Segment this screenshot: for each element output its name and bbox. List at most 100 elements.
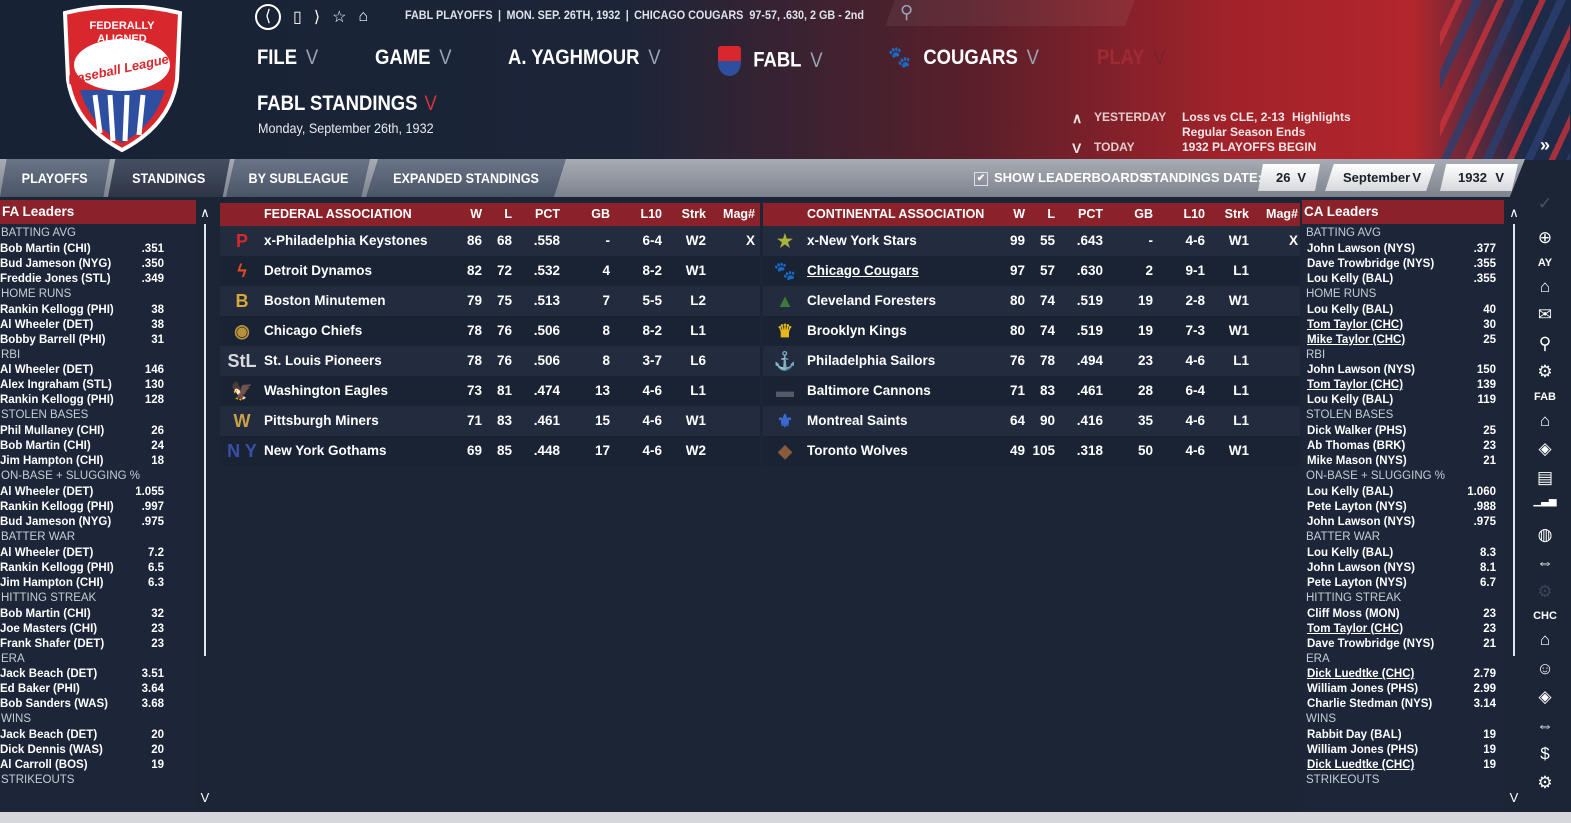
leader-row[interactable]: Tom Taylor (CHC) 30 — [1305, 318, 1496, 333]
table-row[interactable]: ▲ Cleveland Foresters 80 74 .519 19 2-8 W1 — [763, 286, 1300, 316]
table-row[interactable]: ⚜ Montreal Saints 64 90 .416 35 4-6 L1 — [763, 406, 1300, 436]
up-arrow-icon[interactable]: ∧ — [1072, 110, 1083, 126]
team-name[interactable]: Baltimore Cannons — [807, 383, 931, 398]
team-name[interactable]: St. Louis Pioneers — [264, 353, 382, 368]
leader-row[interactable]: Dick Luedtke (CHC) 2.79 — [1305, 667, 1496, 682]
column-header-l[interactable]: L — [504, 207, 512, 221]
home-icon[interactable]: ⌂ — [1539, 410, 1551, 430]
team-name[interactable]: Washington Eagles — [264, 383, 389, 398]
page-title[interactable]: FABL STANDINGS V — [257, 92, 437, 116]
menu-team[interactable]: 🐾 COUGARS V — [888, 46, 1039, 70]
leader-row[interactable]: Dick Luedtke (CHC) 19 — [1305, 758, 1496, 773]
forward-icon[interactable]: ⟩ — [313, 9, 321, 26]
gear-icon[interactable]: ⚙ — [1537, 581, 1553, 601]
team-name[interactable]: Philadelphia Sailors — [807, 353, 936, 368]
globe-icon[interactable]: ⊕ — [1537, 228, 1553, 247]
team-name[interactable]: Brooklyn Kings — [807, 323, 907, 338]
column-header-l10[interactable]: L10 — [640, 207, 662, 221]
gear-icon[interactable]: ⚙ — [1537, 362, 1553, 381]
table-row[interactable]: N Y New York Gothams 69 85 .448 17 4-6 W2 — [220, 436, 760, 466]
team-name[interactable]: New York Gothams — [264, 443, 387, 458]
menu-manager[interactable]: A. YAGHMOUR V — [508, 46, 661, 70]
column-header-w[interactable]: W — [1013, 207, 1025, 221]
menu-league[interactable]: FABL V — [718, 46, 823, 76]
check-icon[interactable]: ✓ — [1537, 194, 1553, 213]
scrollbar-thumb[interactable] — [204, 224, 206, 656]
year-select[interactable]: 1932 V — [1440, 164, 1518, 191]
table-row[interactable]: ϟ Detroit Dynamos 82 72 .532 4 8-2 W1 — [220, 256, 760, 286]
leader-row[interactable]: Phil Mullaney (CHI) 26 — [0, 424, 164, 439]
leader-row[interactable]: Rankin Kellogg (PHI) 38 — [0, 303, 164, 318]
player-name[interactable]: Dick Luedtke (CHC) — [1307, 668, 1415, 681]
leader-row[interactable]: Bob Martin (CHI) 32 — [0, 607, 164, 622]
team-name[interactable]: Toronto Wolves — [807, 443, 908, 458]
leader-row[interactable]: Dick Walker (PHS) 25 — [1305, 424, 1496, 439]
leader-row[interactable]: Rankin Kellogg (PHI) 128 — [0, 393, 164, 408]
column-header-gb[interactable]: GB — [1134, 207, 1153, 221]
tab-standings[interactable]: STANDINGS — [108, 159, 230, 197]
search-input[interactable] — [885, 0, 1135, 26]
leader-row[interactable]: Bob Sanders (WAS) 3.68 — [0, 697, 164, 712]
leader-row[interactable]: Jack Beach (DET) 20 — [0, 728, 164, 743]
mail-icon[interactable]: ✉ — [1537, 305, 1553, 324]
baseball-icon[interactable]: ◍ — [1537, 524, 1553, 544]
context-text[interactable]: FABL PLAYOFFS — [405, 8, 493, 22]
dollar-icon[interactable]: $ — [1540, 744, 1550, 763]
team-name[interactable]: Cleveland Foresters — [807, 293, 937, 308]
leader-row[interactable]: Joe Masters (CHI) 23 — [0, 622, 164, 637]
player-icon[interactable]: ☺ — [1536, 658, 1554, 678]
leader-row[interactable]: Charlie Stedman (NYS) 3.14 — [1305, 697, 1496, 712]
show-leaderboards-checkbox[interactable]: ✔ SHOW LEADERBOARDS — [974, 170, 1148, 186]
down-arrow-icon[interactable]: V — [1072, 140, 1082, 156]
table-row[interactable]: ♛ Brooklyn Kings 80 74 .519 19 7-3 W1 — [763, 316, 1300, 346]
leader-row[interactable]: Dave Trowbridge (NYS) .355 — [1305, 257, 1496, 272]
leader-row[interactable]: Ed Baker (PHI) 3.64 — [0, 682, 164, 697]
back-circle-icon[interactable]: ⟨ — [255, 4, 281, 30]
column-header-mag[interactable]: Mag# — [723, 207, 755, 221]
leader-row[interactable]: William Jones (PHS) 19 — [1305, 743, 1496, 758]
leader-row[interactable]: Lou Kelly (BAL) 119 — [1305, 393, 1496, 408]
column-header-strk[interactable]: Strk — [1224, 207, 1249, 221]
scroll-up-icon[interactable]: ∧ — [200, 205, 210, 220]
menu-file[interactable]: FILE V — [257, 46, 318, 70]
leader-row[interactable]: Rankin Kellogg (PHI) 6.5 — [0, 561, 164, 576]
leader-row[interactable]: Bob Martin (CHI) .351 — [0, 242, 164, 257]
table-row[interactable]: W Pittsburgh Miners 71 83 .461 15 4-6 W1 — [220, 406, 760, 436]
leader-row[interactable]: Frank Shafer (DET) 23 — [0, 637, 164, 652]
trade-icon[interactable]: ⇔ — [1536, 553, 1554, 572]
column-header-l10[interactable]: L10 — [1183, 207, 1205, 221]
table-row[interactable]: ◉ Chicago Chiefs 78 76 .506 8 8-2 L1 — [220, 316, 760, 346]
table-row[interactable]: B Boston Minutemen 79 75 .513 7 5-5 L2 — [220, 286, 760, 316]
team-name[interactable]: Detroit Dynamos — [264, 263, 373, 278]
leader-row[interactable]: John Lawson (NYS) 150 — [1305, 363, 1496, 378]
leader-row[interactable]: Dave Trowbridge (NYS) 21 — [1305, 637, 1496, 652]
leader-row[interactable]: Bud Jameson (NYG) .350 — [0, 257, 164, 272]
leader-row[interactable]: Bud Jameson (NYG) .975 — [0, 515, 164, 530]
leader-row[interactable]: Jack Beach (DET) 3.51 — [0, 667, 164, 682]
month-select[interactable]: September V — [1325, 164, 1435, 191]
scroll-up-icon[interactable]: ∧ — [1509, 205, 1519, 220]
leader-row[interactable]: Mike Taylor (CHC) 25 — [1305, 333, 1496, 348]
leader-row[interactable]: Al Carroll (BOS) 19 — [0, 758, 164, 773]
column-header-mag[interactable]: Mag# — [1266, 207, 1298, 221]
leader-row[interactable]: Jim Hampton (CHI) 18 — [0, 454, 164, 469]
table-row[interactable]: ⚓ Philadelphia Sailors 76 78 .494 23 4-6 L1 — [763, 346, 1300, 376]
player-name[interactable]: Dick Luedtke (CHC) — [1307, 759, 1415, 772]
leader-row[interactable]: John Lawson (NYS) 8.1 — [1305, 561, 1496, 576]
leader-row[interactable]: Pete Layton (NYS) 6.7 — [1305, 576, 1496, 591]
tab-by-subleague[interactable]: BY SUBLEAGUE — [226, 159, 370, 197]
column-header-pct[interactable]: PCT — [1078, 207, 1103, 221]
tab-playoffs[interactable]: PLAYOFFS — [0, 159, 110, 197]
player-name[interactable]: Tom Taylor (CHC) — [1307, 318, 1404, 331]
leader-row[interactable]: Tom Taylor (CHC) 23 — [1305, 622, 1496, 637]
leader-row[interactable]: Ab Thomas (BRK) 23 — [1305, 439, 1496, 454]
column-header-gb[interactable]: GB — [591, 207, 610, 221]
column-header-l[interactable]: L — [1047, 207, 1055, 221]
player-name[interactable]: Mike Taylor (CHC) — [1307, 333, 1406, 346]
menu-play[interactable]: PLAY V — [1097, 46, 1166, 70]
news-icon[interactable]: ▤ — [1536, 467, 1554, 487]
column-header-strk[interactable]: Strk — [681, 207, 706, 221]
leader-row[interactable]: Jim Hampton (CHI) 6.3 — [0, 576, 164, 591]
search-icon[interactable]: ⚲ — [900, 2, 914, 22]
